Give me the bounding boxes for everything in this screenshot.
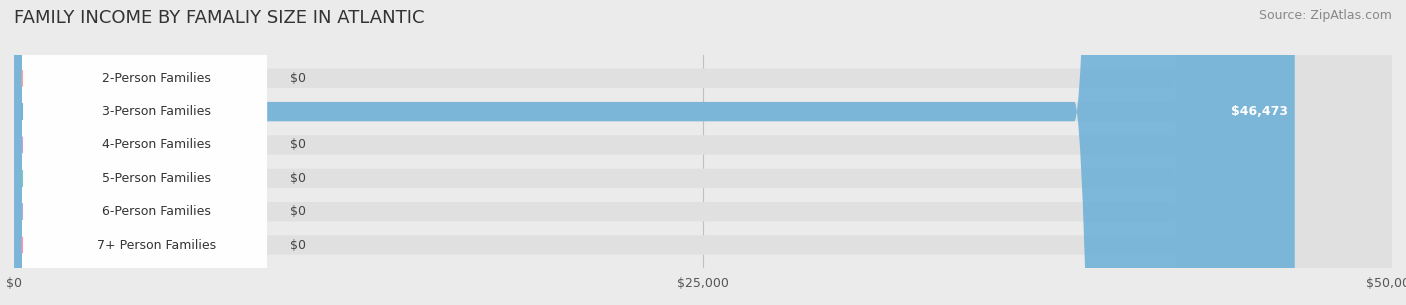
FancyBboxPatch shape: [14, 0, 1392, 305]
Text: 3-Person Families: 3-Person Families: [103, 105, 211, 118]
FancyBboxPatch shape: [22, 0, 267, 305]
Text: 7+ Person Families: 7+ Person Families: [97, 239, 217, 252]
Text: $0: $0: [290, 239, 305, 252]
FancyBboxPatch shape: [14, 0, 1392, 305]
FancyBboxPatch shape: [14, 0, 1392, 305]
Text: FAMILY INCOME BY FAMALIY SIZE IN ATLANTIC: FAMILY INCOME BY FAMALIY SIZE IN ATLANTI…: [14, 9, 425, 27]
Text: 6-Person Families: 6-Person Families: [103, 205, 211, 218]
FancyBboxPatch shape: [14, 0, 1392, 305]
FancyBboxPatch shape: [14, 0, 1392, 305]
Text: $0: $0: [290, 205, 305, 218]
FancyBboxPatch shape: [22, 0, 267, 305]
Text: $0: $0: [290, 172, 305, 185]
Text: $0: $0: [290, 138, 305, 152]
Text: $46,473: $46,473: [1230, 105, 1288, 118]
FancyBboxPatch shape: [22, 0, 267, 305]
FancyBboxPatch shape: [14, 0, 1392, 305]
FancyBboxPatch shape: [22, 0, 267, 305]
Text: $0: $0: [290, 72, 305, 85]
Text: 4-Person Families: 4-Person Families: [103, 138, 211, 152]
Text: 5-Person Families: 5-Person Families: [103, 172, 211, 185]
FancyBboxPatch shape: [14, 0, 1295, 305]
Text: 2-Person Families: 2-Person Families: [103, 72, 211, 85]
FancyBboxPatch shape: [22, 0, 267, 305]
FancyBboxPatch shape: [22, 0, 267, 305]
Text: Source: ZipAtlas.com: Source: ZipAtlas.com: [1258, 9, 1392, 22]
